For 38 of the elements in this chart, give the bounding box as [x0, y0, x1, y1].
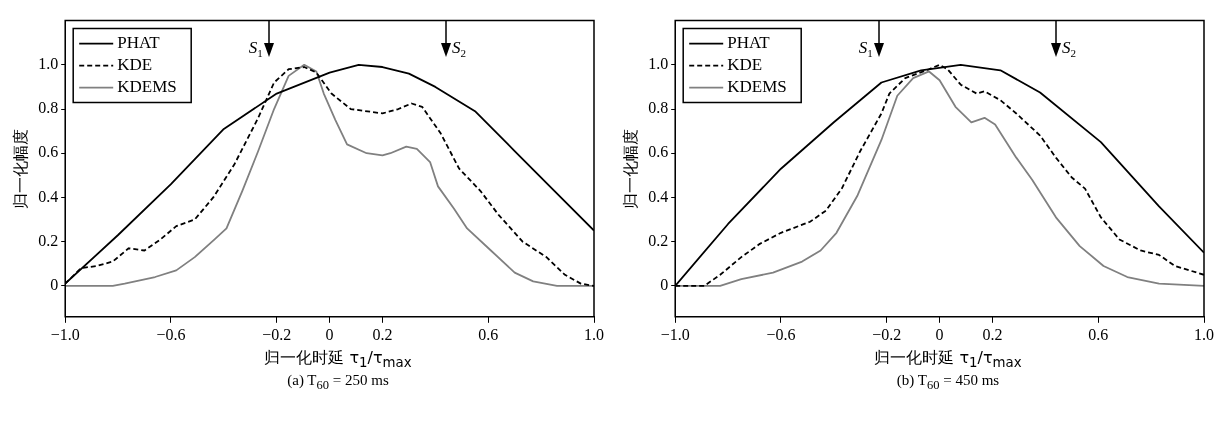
- y-axis-title: 归一化幅度: [10, 128, 30, 209]
- x-tick-label: −0.2: [262, 325, 292, 343]
- x-tick-label: −1.0: [660, 325, 690, 343]
- y-tick-label: 0.8: [648, 99, 669, 117]
- y-tick-label: 0.6: [648, 143, 669, 161]
- x-tick-label: 0.2: [372, 325, 393, 343]
- legend-label: KDEMS: [727, 77, 787, 97]
- legend-label: PHAT: [727, 33, 771, 53]
- text: (a) T$_{60}$ = 250 ms: [286, 372, 390, 394]
- y-axis-title: 归一化幅度: [620, 128, 640, 209]
- x-tick-label: −1.0: [50, 325, 80, 343]
- legend-label: KDEMS: [117, 77, 177, 97]
- y-tick-label: 0.8: [38, 99, 59, 117]
- legend-label: KDE: [117, 55, 153, 75]
- y-tick-label: 1.0: [38, 55, 59, 73]
- x-tick-label: 0.6: [478, 325, 499, 343]
- text: (b) T$_{60}$ = 450 ms: [895, 372, 1001, 394]
- x-tick-label: −0.2: [872, 325, 902, 343]
- x-tick-label: −0.6: [156, 325, 186, 343]
- x-axis-title: 归一化时延 τ$_{1}$/τ$_{max}$: [873, 348, 1023, 371]
- x-tick-label: 0.6: [1088, 325, 1109, 343]
- y-tick-label: 0.4: [38, 187, 59, 205]
- x-tick-label: 0: [325, 325, 334, 343]
- y-tick-label: 1.0: [648, 55, 669, 73]
- x-tick-label: 1.0: [1194, 325, 1214, 343]
- y-tick-label: 0: [660, 276, 669, 294]
- legend-label: KDE: [727, 55, 763, 75]
- x-tick-label: −0.6: [766, 325, 796, 343]
- x-tick-label: 1.0: [584, 325, 604, 343]
- y-tick-label: 0.2: [648, 231, 669, 249]
- y-tick-label: 0.4: [648, 187, 669, 205]
- legend-label: PHAT: [117, 33, 161, 53]
- y-tick-label: 0.2: [38, 231, 59, 249]
- y-tick-label: 0.6: [38, 143, 59, 161]
- y-tick-label: 0: [50, 276, 59, 294]
- x-tick-label: 0.2: [982, 325, 1003, 343]
- x-axis-title: 归一化时延 τ$_{1}$/τ$_{max}$: [263, 348, 413, 371]
- x-tick-label: 0: [935, 325, 944, 343]
